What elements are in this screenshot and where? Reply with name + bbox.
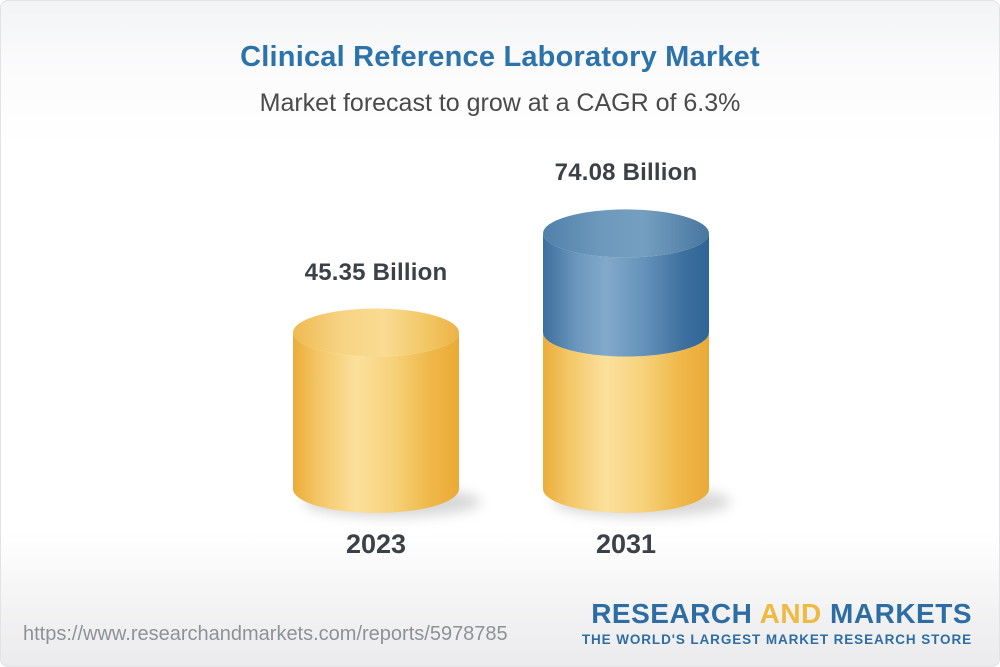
category-label-2031: 2031 bbox=[595, 529, 657, 559]
value-label-2031: 74.08 Billion bbox=[554, 159, 698, 187]
brand-logo-tagline: THE WORLD'S LARGEST MARKET RESEARCH STOR… bbox=[581, 631, 972, 647]
logo-word-markets: MARKETS bbox=[830, 598, 972, 629]
cylinder-top bbox=[293, 308, 459, 357]
cylinder-bar-2031 bbox=[543, 209, 731, 517]
cylinder-bar-2023 bbox=[293, 308, 481, 517]
logo-word-and: AND bbox=[759, 598, 822, 629]
growth-segment bbox=[543, 233, 709, 357]
chart-subtitle: Market forecast to grow at a CAGR of 6.3… bbox=[259, 89, 741, 117]
brand-logo: RESEARCH AND MARKETS THE WORLD'S LARGEST… bbox=[581, 598, 972, 648]
cylinder-top bbox=[543, 209, 709, 258]
baseline-segment bbox=[543, 332, 709, 513]
value-label-2023: 45.35 Billion bbox=[304, 258, 448, 286]
logo-word-research: RESEARCH bbox=[591, 598, 753, 629]
category-label-2023: 2023 bbox=[345, 529, 407, 559]
page-title: Clinical Reference Laboratory Market bbox=[240, 41, 760, 73]
baseline-segment bbox=[293, 332, 459, 513]
brand-logo-wordmark: RESEARCH AND MARKETS bbox=[582, 598, 972, 630]
source-url: https://www.researchandmarkets.com/repor… bbox=[23, 623, 508, 645]
